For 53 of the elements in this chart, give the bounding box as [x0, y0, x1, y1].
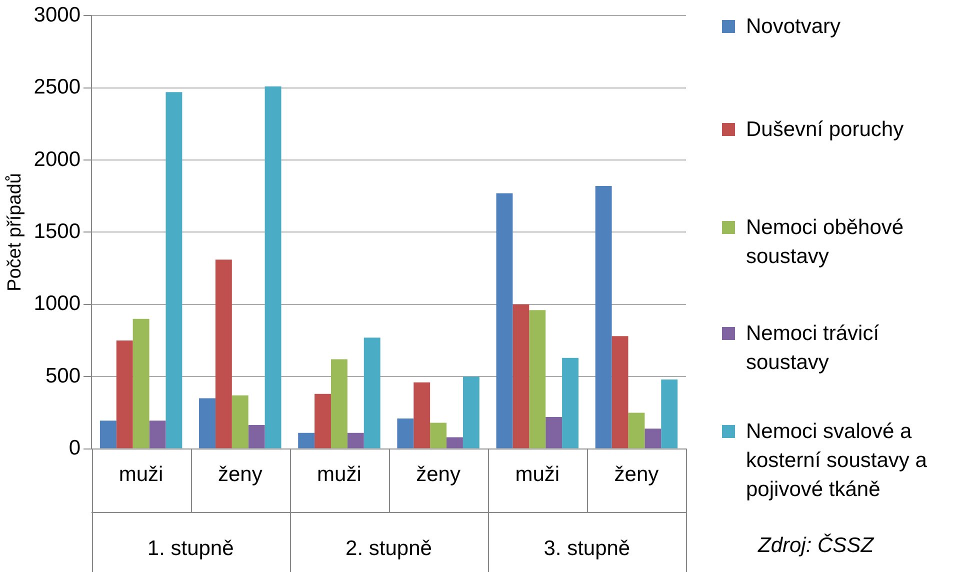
x-tick-label: ženy — [416, 463, 461, 486]
y-axis-title: Počet případů — [4, 173, 26, 292]
legend-label: Nemoci svalové a kosterní soustavy a pojivové tkáně — [746, 419, 928, 503]
bar — [562, 358, 578, 448]
bar — [512, 304, 530, 448]
bar — [644, 428, 662, 448]
bar — [132, 318, 150, 448]
bar — [166, 92, 182, 448]
bar — [199, 398, 216, 448]
bar — [446, 437, 463, 448]
bar — [248, 424, 265, 448]
bar — [149, 420, 166, 448]
y-tick-label: 0 — [68, 436, 81, 460]
bar — [100, 420, 116, 448]
bar — [612, 336, 628, 448]
y-tick-label: 2500 — [34, 76, 81, 99]
bar — [414, 382, 430, 448]
bar — [397, 418, 414, 448]
bar — [215, 260, 232, 448]
y-tick-label: 500 — [45, 364, 81, 388]
x-tick-label: ženy — [218, 463, 263, 486]
bar — [364, 338, 380, 448]
bar — [298, 432, 315, 448]
bar — [430, 422, 447, 448]
bar — [462, 376, 480, 448]
legend-label: Nemoci trávicí soustavy — [746, 321, 880, 376]
y-tick-label: 1000 — [34, 292, 81, 316]
bar — [496, 193, 513, 448]
text: Zdroj: ČSSZ — [758, 534, 874, 558]
bar — [546, 417, 562, 448]
y-tick-label: 1500 — [34, 220, 81, 243]
legend-label: Duševní poruchy — [746, 117, 904, 143]
x-tick-label: muži — [317, 463, 362, 486]
text: 1. stupně — [147, 536, 234, 560]
bar — [116, 340, 133, 448]
bar — [232, 395, 248, 448]
x-tick-label: ženy — [614, 463, 660, 486]
text: 3. stupně — [544, 536, 630, 560]
bar — [264, 86, 282, 448]
x-tick-label: muži — [118, 463, 164, 486]
bar — [529, 310, 546, 448]
text: 2. stupně — [346, 536, 432, 560]
legend-label: Nemoci oběhové soustavy — [746, 215, 905, 270]
y-tick-label: 2000 — [34, 148, 81, 171]
bar — [595, 186, 612, 448]
legend-label: Novotvary — [746, 14, 841, 40]
bar — [628, 412, 645, 448]
bar — [661, 379, 678, 448]
bar — [347, 432, 364, 448]
x-tick-label: muži — [515, 463, 560, 486]
y-tick-label: 3000 — [34, 3, 81, 26]
bar — [330, 359, 348, 448]
bar — [314, 394, 331, 448]
